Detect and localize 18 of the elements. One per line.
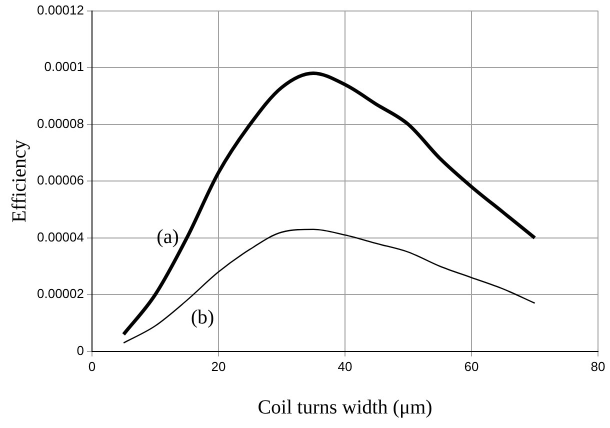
x-tick-label: 80 (590, 358, 606, 374)
x-tick-label: 0 (88, 358, 96, 374)
y-tick-label: 0.00012 (36, 2, 84, 18)
y-tick-label: 0.00008 (36, 116, 84, 131)
y-tick-label: 0.00006 (36, 172, 84, 188)
line-series (122, 71, 536, 336)
x-axis-title: Coil turns width (μm) (258, 396, 432, 418)
y-tick-label: 0.00004 (36, 229, 84, 244)
series-label: (b) (190, 306, 214, 329)
line-series (122, 228, 536, 344)
y-tick-label: 0.0001 (44, 59, 84, 74)
y-axis-title: Efficiency (8, 140, 30, 223)
y-tick-label: 0.00002 (36, 286, 84, 302)
x-tick-label: 20 (211, 358, 226, 374)
x-tick-label: 60 (464, 358, 479, 374)
series-label: (a) (156, 226, 179, 248)
y-tick-label: 0 (76, 342, 84, 358)
x-tick-label: 40 (338, 358, 352, 374)
